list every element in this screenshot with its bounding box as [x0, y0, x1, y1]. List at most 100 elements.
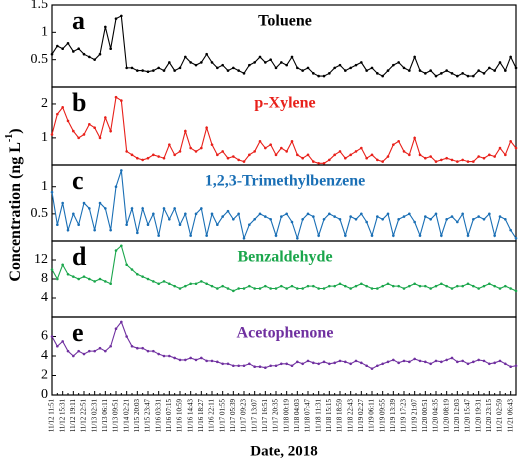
data-point: [66, 41, 70, 45]
data-point: [397, 217, 400, 221]
data-point: [498, 61, 502, 64]
data-point: [434, 284, 438, 288]
data-point: [210, 284, 214, 288]
data-point: [152, 153, 155, 157]
data-point: [178, 66, 182, 70]
x-tick-label: 11/16 03:31: [154, 399, 162, 433]
data-point: [354, 63, 358, 67]
data-point: [248, 223, 251, 227]
data-point: [360, 212, 363, 216]
data-point: [130, 207, 134, 210]
x-tick-label: 11/17 09:23: [240, 399, 248, 433]
data-point: [434, 359, 438, 363]
data-point: [498, 359, 502, 363]
x-tick-label: 11/18 07:47: [304, 399, 312, 433]
data-point: [136, 156, 139, 160]
data-point: [488, 362, 491, 366]
data-point: [290, 220, 294, 224]
data-point: [402, 66, 406, 70]
data-point: [146, 349, 150, 353]
data-point: [205, 282, 208, 286]
data-point: [242, 287, 246, 290]
data-point: [413, 357, 416, 361]
data-point: [290, 284, 294, 288]
data-point: [237, 69, 240, 72]
data-point: [146, 223, 150, 227]
data-point: [498, 215, 502, 218]
data-point: [461, 359, 464, 363]
data-point: [109, 47, 112, 51]
data-point: [216, 66, 219, 70]
data-point: [466, 74, 470, 78]
panel-label: d: [72, 242, 87, 271]
data-point: [200, 356, 203, 360]
x-tick-label: 11/21 02:59: [496, 399, 504, 433]
data-point: [114, 327, 118, 331]
data-point: [280, 284, 283, 288]
data-point: [424, 360, 427, 364]
data-point: [322, 217, 326, 221]
data-point: [514, 236, 518, 240]
data-point: [450, 287, 454, 290]
y-tick-label: 8: [41, 271, 48, 286]
data-point: [418, 359, 422, 363]
data-point: [333, 361, 336, 365]
data-point: [125, 263, 128, 267]
data-point: [440, 234, 443, 237]
data-point: [509, 139, 512, 143]
x-tick-label: 11/17 20:35: [272, 399, 280, 433]
data-point: [162, 156, 166, 160]
panel-label: c: [72, 166, 84, 195]
data-point: [72, 354, 75, 358]
data-point: [285, 362, 288, 366]
data-point: [477, 155, 480, 158]
data-point: [109, 344, 112, 348]
data-point: [402, 215, 406, 218]
data-point: [232, 155, 235, 158]
data-point: [482, 217, 486, 221]
data-point: [136, 346, 139, 350]
data-point: [157, 155, 160, 158]
x-axis-label: Date, 2018: [250, 443, 318, 459]
data-point: [402, 359, 406, 363]
data-point: [237, 158, 240, 162]
data-point: [88, 207, 91, 210]
data-point: [88, 277, 91, 281]
data-point: [184, 129, 187, 133]
data-point: [264, 284, 267, 288]
data-point: [488, 212, 491, 216]
data-point: [312, 284, 315, 288]
data-point: [514, 289, 518, 293]
data-point: [184, 284, 187, 288]
data-point: [344, 234, 347, 237]
data-point: [354, 150, 358, 153]
data-point: [125, 335, 128, 338]
data-point: [306, 284, 310, 288]
data-point: [264, 61, 267, 64]
data-point: [168, 143, 171, 146]
data-point: [365, 69, 368, 72]
x-tick-label: 11/18 15:15: [325, 399, 333, 433]
data-point: [504, 362, 507, 366]
data-point: [504, 69, 507, 72]
data-point: [136, 231, 139, 235]
data-point: [114, 185, 118, 189]
data-point: [392, 143, 395, 146]
data-point: [104, 280, 107, 283]
y-tick-label: 6: [41, 329, 48, 344]
data-point: [285, 63, 288, 67]
data-point: [365, 220, 368, 224]
data-point: [184, 55, 187, 59]
data-point: [408, 153, 411, 157]
data-point: [253, 365, 256, 369]
x-tick-label: 11/16 22:11: [208, 399, 216, 433]
data-point: [88, 123, 91, 126]
data-point: [466, 362, 470, 366]
data-point: [418, 234, 422, 237]
data-point: [280, 146, 283, 150]
data-point: [440, 282, 443, 286]
data-point: [173, 153, 176, 157]
data-point: [285, 212, 288, 216]
data-point: [205, 234, 208, 237]
